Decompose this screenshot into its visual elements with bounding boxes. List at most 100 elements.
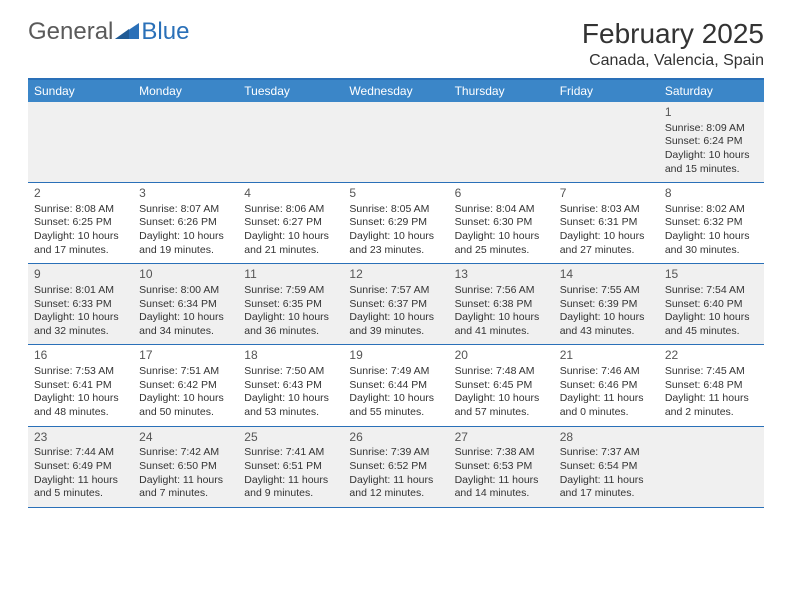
sunrise-line: Sunrise: 7:46 AM [560,365,653,379]
day-cell: 14Sunrise: 7:55 AMSunset: 6:39 PMDayligh… [554,264,659,344]
daylight-line: Daylight: 10 hours and 15 minutes. [665,149,758,176]
week-row: 9Sunrise: 8:01 AMSunset: 6:33 PMDaylight… [28,264,764,345]
location: Canada, Valencia, Spain [582,52,764,70]
sunrise-line: Sunrise: 7:41 AM [244,446,337,460]
day-cell: 5Sunrise: 8:05 AMSunset: 6:29 PMDaylight… [343,183,448,263]
day-cell: 11Sunrise: 7:59 AMSunset: 6:35 PMDayligh… [238,264,343,344]
day-cell: 24Sunrise: 7:42 AMSunset: 6:50 PMDayligh… [133,427,238,507]
daylight-line: Daylight: 11 hours and 17 minutes. [560,474,653,501]
day-number: 20 [455,348,548,364]
sunrise-line: Sunrise: 8:00 AM [139,284,232,298]
day-cell: 8Sunrise: 8:02 AMSunset: 6:32 PMDaylight… [659,183,764,263]
daylight-line: Daylight: 11 hours and 9 minutes. [244,474,337,501]
day-cell: 26Sunrise: 7:39 AMSunset: 6:52 PMDayligh… [343,427,448,507]
sunrise-line: Sunrise: 7:44 AM [34,446,127,460]
sunset-line: Sunset: 6:40 PM [665,298,758,312]
sunset-line: Sunset: 6:24 PM [665,135,758,149]
day-cell: 18Sunrise: 7:50 AMSunset: 6:43 PMDayligh… [238,345,343,425]
day-cell: 10Sunrise: 8:00 AMSunset: 6:34 PMDayligh… [133,264,238,344]
sunset-line: Sunset: 6:48 PM [665,379,758,393]
day-number: 19 [349,348,442,364]
day-cell: 12Sunrise: 7:57 AMSunset: 6:37 PMDayligh… [343,264,448,344]
day-cell: 23Sunrise: 7:44 AMSunset: 6:49 PMDayligh… [28,427,133,507]
sunset-line: Sunset: 6:43 PM [244,379,337,393]
sunrise-line: Sunrise: 8:03 AM [560,203,653,217]
daylight-line: Daylight: 10 hours and 30 minutes. [665,230,758,257]
day-cell [554,102,659,182]
day-cell [449,102,554,182]
day-cell: 19Sunrise: 7:49 AMSunset: 6:44 PMDayligh… [343,345,448,425]
sunrise-line: Sunrise: 7:57 AM [349,284,442,298]
sunrise-line: Sunrise: 7:54 AM [665,284,758,298]
day-number: 7 [560,186,653,202]
sunrise-line: Sunrise: 7:39 AM [349,446,442,460]
day-cell: 27Sunrise: 7:38 AMSunset: 6:53 PMDayligh… [449,427,554,507]
header: General Blue February 2025 Canada, Valen… [28,18,764,70]
daylight-line: Daylight: 11 hours and 2 minutes. [665,392,758,419]
day-cell: 2Sunrise: 8:08 AMSunset: 6:25 PMDaylight… [28,183,133,263]
sunset-line: Sunset: 6:33 PM [34,298,127,312]
day-number: 13 [455,267,548,283]
sunrise-line: Sunrise: 7:45 AM [665,365,758,379]
sunrise-line: Sunrise: 7:53 AM [34,365,127,379]
day-cell [238,102,343,182]
daylight-line: Daylight: 10 hours and 45 minutes. [665,311,758,338]
daylight-line: Daylight: 10 hours and 41 minutes. [455,311,548,338]
sunrise-line: Sunrise: 7:55 AM [560,284,653,298]
sunrise-line: Sunrise: 7:42 AM [139,446,232,460]
sunrise-line: Sunrise: 8:04 AM [455,203,548,217]
sunset-line: Sunset: 6:30 PM [455,216,548,230]
day-number: 17 [139,348,232,364]
day-cell: 4Sunrise: 8:06 AMSunset: 6:27 PMDaylight… [238,183,343,263]
sunset-line: Sunset: 6:42 PM [139,379,232,393]
sunset-line: Sunset: 6:54 PM [560,460,653,474]
sunset-line: Sunset: 6:50 PM [139,460,232,474]
day-number: 2 [34,186,127,202]
day-cell: 9Sunrise: 8:01 AMSunset: 6:33 PMDaylight… [28,264,133,344]
day-number: 12 [349,267,442,283]
day-cell: 28Sunrise: 7:37 AMSunset: 6:54 PMDayligh… [554,427,659,507]
day-cell: 25Sunrise: 7:41 AMSunset: 6:51 PMDayligh… [238,427,343,507]
logo-triangle-icon [115,23,139,41]
daylight-line: Daylight: 10 hours and 39 minutes. [349,311,442,338]
week-row: 16Sunrise: 7:53 AMSunset: 6:41 PMDayligh… [28,345,764,426]
day-number: 28 [560,430,653,446]
day-cell: 20Sunrise: 7:48 AMSunset: 6:45 PMDayligh… [449,345,554,425]
sunset-line: Sunset: 6:41 PM [34,379,127,393]
day-number: 24 [139,430,232,446]
day-number: 26 [349,430,442,446]
daylight-line: Daylight: 10 hours and 25 minutes. [455,230,548,257]
day-cell [28,102,133,182]
sunset-line: Sunset: 6:32 PM [665,216,758,230]
logo: General Blue [28,18,189,46]
dayheader: Saturday [659,80,764,102]
logo-word2: Blue [141,18,189,46]
day-cell: 3Sunrise: 8:07 AMSunset: 6:26 PMDaylight… [133,183,238,263]
sunset-line: Sunset: 6:52 PM [349,460,442,474]
day-number: 9 [34,267,127,283]
sunset-line: Sunset: 6:49 PM [34,460,127,474]
day-number: 4 [244,186,337,202]
sunrise-line: Sunrise: 7:56 AM [455,284,548,298]
sunrise-line: Sunrise: 8:06 AM [244,203,337,217]
daylight-line: Daylight: 10 hours and 23 minutes. [349,230,442,257]
day-number: 25 [244,430,337,446]
sunrise-line: Sunrise: 8:08 AM [34,203,127,217]
day-cell: 17Sunrise: 7:51 AMSunset: 6:42 PMDayligh… [133,345,238,425]
sunset-line: Sunset: 6:46 PM [560,379,653,393]
sunrise-line: Sunrise: 7:48 AM [455,365,548,379]
logo-word1: General [28,18,113,46]
day-cell [133,102,238,182]
daylight-line: Daylight: 10 hours and 21 minutes. [244,230,337,257]
daylight-line: Daylight: 10 hours and 50 minutes. [139,392,232,419]
daylight-line: Daylight: 11 hours and 12 minutes. [349,474,442,501]
page-title: February 2025 [582,18,764,50]
day-cell: 21Sunrise: 7:46 AMSunset: 6:46 PMDayligh… [554,345,659,425]
dayheader: Tuesday [238,80,343,102]
day-cell [659,427,764,507]
daylight-line: Daylight: 10 hours and 17 minutes. [34,230,127,257]
day-cell: 13Sunrise: 7:56 AMSunset: 6:38 PMDayligh… [449,264,554,344]
dayheader: Monday [133,80,238,102]
sunset-line: Sunset: 6:34 PM [139,298,232,312]
sunrise-line: Sunrise: 8:02 AM [665,203,758,217]
